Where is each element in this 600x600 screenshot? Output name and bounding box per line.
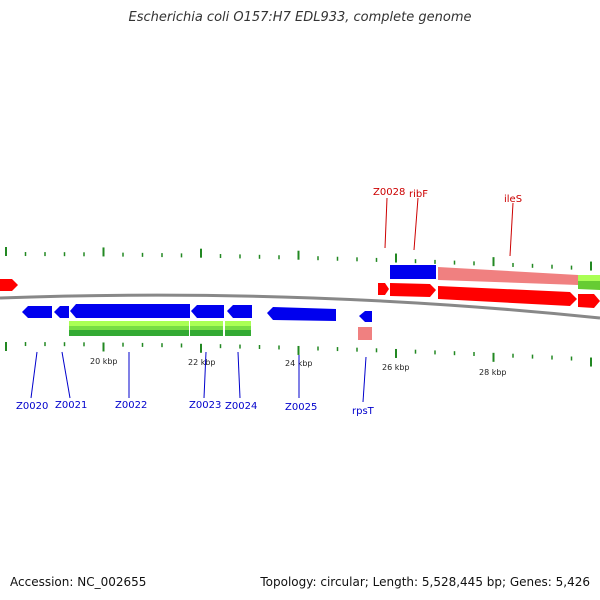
scale-label-20kbp: 20 kbp bbox=[90, 357, 118, 366]
pink-block-lower[interactable] bbox=[358, 327, 372, 340]
genome-backbone bbox=[0, 293, 600, 320]
leader-line-rpsT bbox=[362, 356, 367, 403]
gene-label-Z0023[interactable]: Z0023 bbox=[189, 400, 221, 411]
green-bar-segment-1-mid bbox=[69, 326, 189, 330]
leader-line-Z0023 bbox=[203, 351, 207, 399]
genome-summary: Topology: circular; Length: 5,528,445 bp… bbox=[260, 575, 590, 589]
green-bar-segment-2-mid bbox=[190, 326, 223, 330]
leader-line-ileS bbox=[509, 202, 514, 257]
accession-label: Accession: NC_002655 bbox=[10, 575, 147, 589]
bottom-tick-row bbox=[5, 342, 592, 367]
gene-label-Z0021[interactable]: Z0021 bbox=[55, 400, 87, 411]
top-tick-row bbox=[5, 247, 592, 271]
gene-label-Z0022[interactable]: Z0022 bbox=[115, 400, 147, 411]
genome-title: Escherichia coli O157:H7 EDL933, complet… bbox=[128, 10, 472, 25]
reverse-gene-Z0024[interactable] bbox=[227, 305, 252, 318]
gene-label-rpsT[interactable]: rpsT bbox=[352, 406, 375, 417]
green-bar-segment-1-light bbox=[69, 321, 189, 326]
scale-label-22kbp: 22 kbp bbox=[188, 358, 216, 367]
leader-line-Z0021 bbox=[61, 351, 71, 399]
leader-line-Z0020 bbox=[30, 351, 38, 399]
green-bar-segment-3-light bbox=[225, 321, 251, 326]
green-bar-segment-2-light bbox=[190, 321, 223, 326]
forward-gene-ribF[interactable] bbox=[390, 283, 436, 297]
reverse-gene-Z0022[interactable] bbox=[70, 304, 190, 318]
scale-label-26kbp: 26 kbp bbox=[382, 363, 410, 372]
green-bar-group bbox=[69, 321, 251, 336]
reverse-gene-Z0023[interactable] bbox=[191, 305, 224, 318]
forward-gene-ileS[interactable] bbox=[438, 286, 577, 306]
gene-label-ribF[interactable]: ribF bbox=[409, 189, 428, 200]
green-bar-segment-3-mid bbox=[225, 326, 251, 330]
reverse-gene-Z0025[interactable] bbox=[267, 307, 336, 321]
scale-label-28kbp: 28 kbp bbox=[479, 368, 507, 377]
forward-gene-small[interactable] bbox=[378, 283, 389, 295]
reverse-gene-rpsT[interactable] bbox=[359, 311, 372, 322]
pink-block-upper[interactable] bbox=[438, 267, 578, 285]
gene-label-Z0024[interactable]: Z0024 bbox=[225, 401, 257, 412]
reverse-gene-Z0021[interactable] bbox=[54, 306, 69, 318]
reverse-gene-Z0020[interactable] bbox=[22, 306, 52, 318]
gene-label-Z0020[interactable]: Z0020 bbox=[16, 401, 48, 412]
leader-line-ribF bbox=[413, 197, 419, 251]
green-block-upper-right-light bbox=[578, 275, 600, 281]
gene-label-Z0025[interactable]: Z0025 bbox=[285, 402, 317, 413]
forward-gene-left-edge[interactable] bbox=[0, 279, 18, 291]
leader-line-Z0024 bbox=[237, 351, 241, 399]
gene-label-Z0028[interactable]: Z0028 bbox=[373, 187, 405, 198]
leader-line-Z0028 bbox=[384, 197, 388, 249]
forward-gene-right-edge[interactable] bbox=[578, 294, 600, 308]
gene-label-ileS[interactable]: ileS bbox=[504, 194, 522, 205]
blue-block-upper[interactable] bbox=[390, 265, 436, 279]
